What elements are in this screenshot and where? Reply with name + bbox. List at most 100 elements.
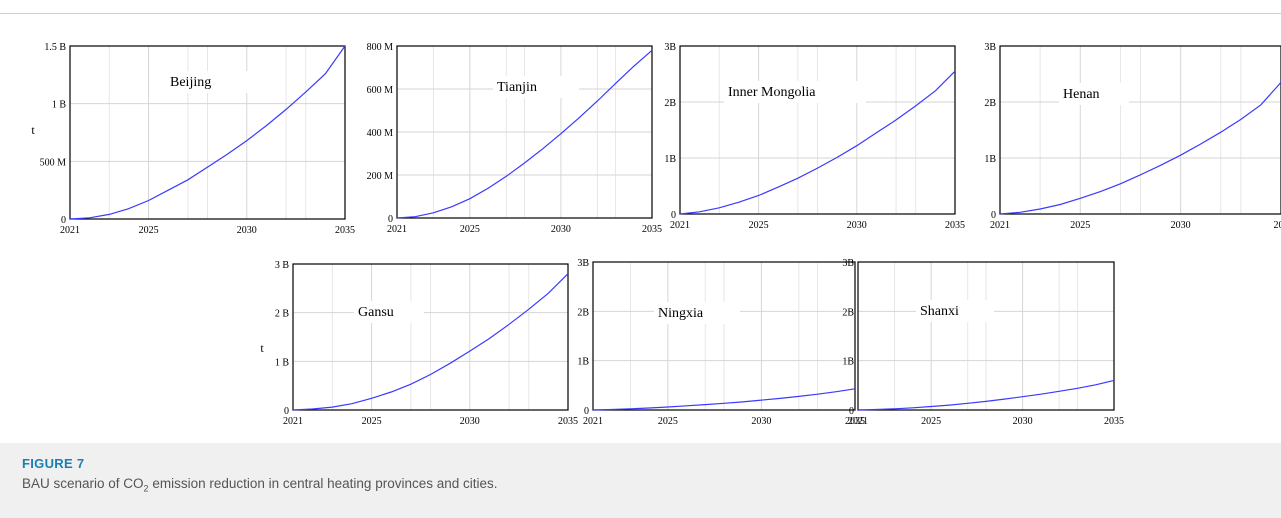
y-tick-label: 0 [584,406,589,417]
y-tick-label: 0 [991,210,996,221]
y-tick-label: 1.5 B [44,42,66,53]
y-tick-label: 800 M [367,42,394,53]
x-tick-label: 2030 [237,225,257,236]
x-tick-label: 2035 [1104,416,1124,427]
y-tick-label: 0 [671,210,676,221]
x-tick-label: 2035 [945,220,965,231]
plot-frame [292,263,569,411]
x-tick-label: 2035 [558,416,578,427]
series-line [999,81,1281,215]
x-tick-label: 2025 [921,416,941,427]
x-tick-label: 2025 [1070,220,1090,231]
chart-title: Tianjin [497,80,537,95]
chart-title: Henan [1063,87,1100,102]
top-divider [0,13,1281,14]
y-tick-label: 600 M [367,85,394,96]
chart-title-backing [916,300,994,322]
chart-title: Gansu [358,305,394,320]
y-tick-label: 2 B [275,309,290,320]
plot-frame [999,45,1281,215]
chart-svg: 0 1 B 2 B 3 B 2021 2025 2030 2035 Gansu t [260,260,578,427]
chart-svg: 0 1B 2B 3B 2021 2025 2030 203 Henan [984,42,1281,231]
chart-title-backing [166,71,252,93]
series-line [592,388,856,411]
chart-svg: 0 1B 2B 3B 2021 2025 2030 2035 Ningxia [577,258,865,427]
y-tick-label: 1B [842,357,854,368]
plot-frame [592,261,856,411]
series-line [396,49,653,219]
x-tick-label: 2021 [60,225,80,236]
chart-title-backing [724,81,866,103]
x-tick-label: 2021 [990,220,1010,231]
y-tick-label: 2B [842,307,854,318]
x-tick-label: 2030 [1171,220,1191,231]
x-tick-label: 2035 [845,416,865,427]
chart-panel: 0 1 B 2 B 3 B 2021 2025 2030 2035 Gansu t [223,258,580,430]
y-tick-label: 400 M [367,128,394,139]
x-tick-label: 2025 [139,225,159,236]
y-tick-label: 3B [842,258,854,269]
y-tick-label: 0 [61,215,66,226]
x-tick-label: 2021 [848,416,868,427]
y-axis-label: t [260,341,264,355]
chart-title-backing [493,76,579,98]
series-line [292,273,569,411]
chart-panel: 0 1B 2B 3B 2021 2025 2030 203 Henan [930,40,1281,234]
y-tick-label: 3 B [275,260,290,271]
chart-title: Beijing [170,75,211,90]
x-tick-label: 203 [1274,220,1281,231]
chart-panel: 0 1B 2B 3B 2021 2025 2030 2035 Inner Mongolia [610,40,967,234]
x-tick-label: 2030 [460,416,480,427]
x-tick-label: 2021 [283,416,303,427]
x-tick-label: 2025 [658,416,678,427]
x-tick-label: 2021 [583,416,603,427]
chart-panel: 0 200 M 400 M 600 M 800 M 2021 2025 2030 2035 Tia… [327,40,664,238]
chart-svg: 0 1B 2B 3B 2021 2025 2030 2035 Shanxi [842,258,1124,427]
plot-frame [396,45,653,219]
x-tick-label: 2025 [749,220,769,231]
y-tick-label: 0 [849,406,854,417]
chart-svg: 0 500 M 1 B 1.5 B 2021 2025 2030 2035 Beijing t [31,42,355,236]
y-tick-label: 200 M [367,171,394,182]
chart-title: Ningxia [658,306,704,321]
y-tick-label: 3B [984,42,996,53]
chart-panel: 0 1B 2B 3B 2021 2025 2030 2035 Shanxi [788,256,1126,430]
chart-title-backing [1059,83,1129,105]
series-line [857,379,1115,411]
y-tick-label: 1B [984,154,996,165]
chart-panel: 0 1B 2B 3B 2021 2025 2030 2035 Ningxia [523,256,867,430]
series-line [679,70,956,215]
figure-caption: BAU scenario of CO2 emission reduction i… [22,476,498,494]
x-tick-label: 2035 [642,224,662,235]
y-tick-label: 1 B [52,100,67,111]
chart-panel: 0 500 M 1 B 1.5 B 2021 2025 2030 2035 Beijing t [0,40,357,239]
caption-box [0,443,1281,518]
plot-frame [679,45,956,215]
chart-svg: 0 200 M 400 M 600 M 800 M 2021 2025 2030 2035 Tia… [367,42,662,235]
y-tick-label: 2B [664,98,676,109]
caption-subscript: 2 [143,483,149,494]
plot-frame [69,45,346,220]
chart-svg: 0 1B 2B 3B 2021 2025 2030 2035 Inner Mongolia [664,42,965,231]
x-tick-label: 2021 [670,220,690,231]
chart-title: Shanxi [920,304,959,319]
chart-title: Inner Mongolia [728,85,816,100]
y-axis-label: t [31,123,35,137]
y-tick-label: 500 M [40,157,67,168]
y-tick-label: 0 [388,214,393,225]
x-tick-label: 2021 [387,224,407,235]
y-tick-label: 3B [664,42,676,53]
y-tick-label: 0 [284,406,289,417]
plot-frame [857,261,1115,411]
chart-title-backing [354,301,424,323]
series-line [69,45,346,220]
x-tick-label: 2025 [460,224,480,235]
y-tick-label: 2B [577,307,589,318]
x-tick-label: 2030 [551,224,571,235]
y-tick-label: 3B [577,258,589,269]
caption-text-pre: BAU scenario of CO [22,476,144,491]
y-tick-label: 1B [577,357,589,368]
x-tick-label: 2025 [362,416,382,427]
x-tick-label: 2030 [1013,416,1033,427]
caption-text-post: emission reduction in central heating pr… [148,476,498,491]
